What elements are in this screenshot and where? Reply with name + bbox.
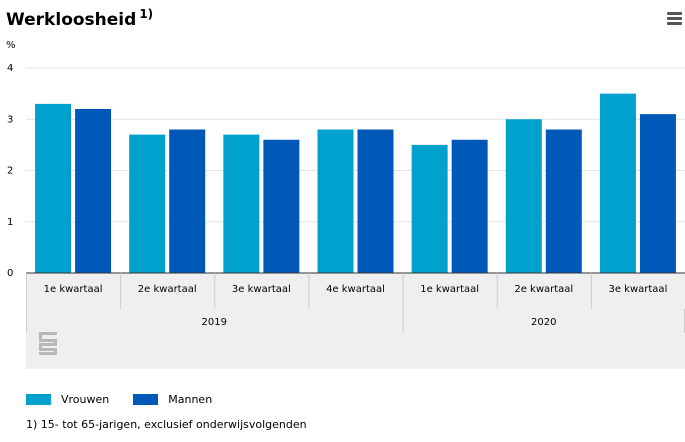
bar-vrouwen-1 <box>35 103 72 273</box>
bar-vrouwen-2 <box>129 134 166 273</box>
bar-mannen-6 <box>545 129 582 273</box>
x-tick-label: 4e kwartaal <box>326 284 385 295</box>
group-label: 2020 <box>531 317 556 328</box>
legend-item-mannen[interactable]: Mannen <box>133 393 212 406</box>
group-label: 2019 <box>202 317 227 328</box>
title-footnote-marker: 1) <box>139 7 154 21</box>
y-tick-label: 0 <box>7 268 13 279</box>
legend-item-vrouwen[interactable]: Vrouwen <box>26 393 109 406</box>
y-tick-label: 3 <box>7 114 13 125</box>
chart-legend: Vrouwen Mannen <box>26 393 236 406</box>
hamburger-menu-icon[interactable] <box>667 12 682 26</box>
x-tick-label: 3e kwartaal <box>232 284 291 295</box>
legend-swatch-vrouwen <box>26 394 51 405</box>
bar-vrouwen-5 <box>411 144 448 273</box>
bar-vrouwen-3 <box>223 134 260 273</box>
y-tick-label: 4 <box>7 63 13 74</box>
legend-label-vrouwen: Vrouwen <box>61 393 110 406</box>
bar-mannen-7 <box>639 114 676 273</box>
bar-chart: % 0 1 2 3 4 1e kwartaal 2e kwartaal 3e kwartaal 4… <box>6 40 685 369</box>
footnote: 1) 15- tot 65-jarigen, exclusief onderwi… <box>26 418 307 431</box>
bar-mannen-5 <box>451 139 488 273</box>
y-tick-label: 1 <box>7 217 13 228</box>
legend-label-mannen: Mannen <box>168 393 213 406</box>
legend-swatch-mannen <box>133 394 159 405</box>
x-tick-label: 2e kwartaal <box>514 284 573 295</box>
cbs-logo-icon <box>39 332 57 355</box>
menu-line <box>667 22 682 25</box>
category-axis-band <box>26 273 685 369</box>
x-tick-label: 1e kwartaal <box>44 284 103 295</box>
bar-mannen-3 <box>263 139 300 273</box>
x-tick-label: 3e kwartaal <box>608 284 667 295</box>
x-tick-label: 2e kwartaal <box>138 284 197 295</box>
x-tick-label: 1e kwartaal <box>420 284 479 295</box>
bar-mannen-2 <box>169 129 206 273</box>
menu-line <box>667 12 682 15</box>
menu-line <box>667 17 682 20</box>
page-title: Werkloosheid 1) <box>6 7 153 30</box>
y-axis-label: % <box>6 40 16 51</box>
y-tick-label: 2 <box>7 166 13 177</box>
bar-mannen-4 <box>357 129 394 273</box>
bar-vrouwen-7 <box>599 93 636 273</box>
title-text: Werkloosheid <box>6 10 137 30</box>
bar-vrouwen-4 <box>317 129 354 273</box>
bar-mannen-1 <box>75 109 112 273</box>
bar-vrouwen-6 <box>505 119 542 273</box>
